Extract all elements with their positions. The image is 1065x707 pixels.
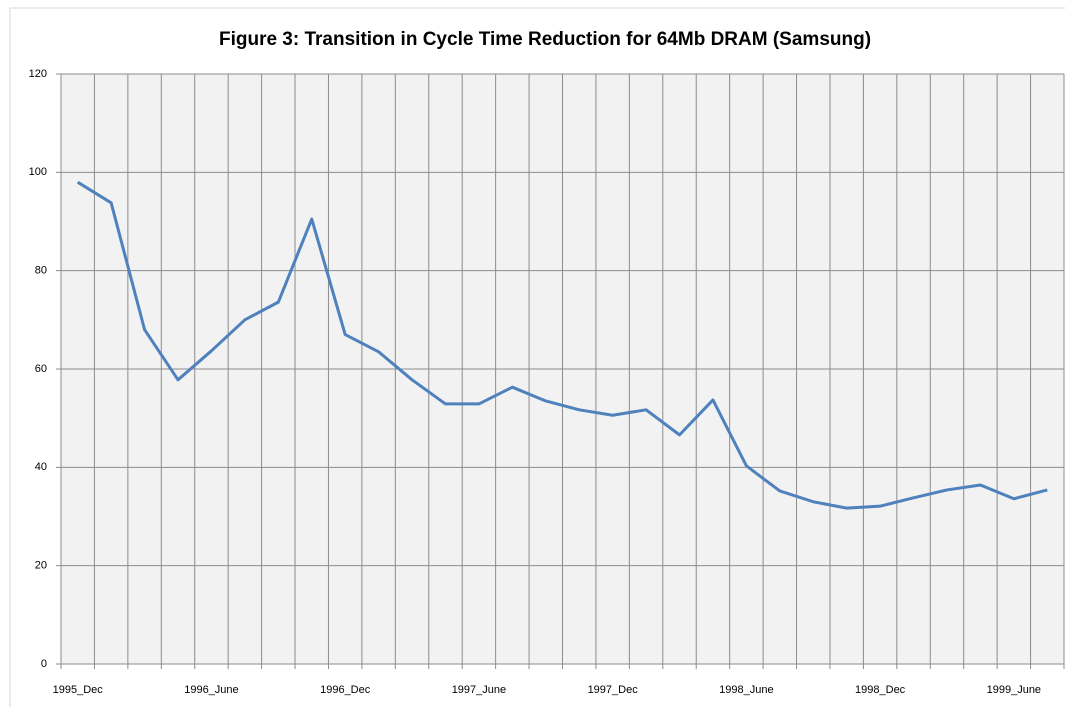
y-tick-label: 40 [35,461,47,473]
y-tick-label: 0 [41,658,47,670]
y-tick-label: 100 [29,166,47,178]
x-tick-label: 1998_Dec [855,684,906,696]
chart-title: Figure 3: Transition in Cycle Time Reduc… [219,29,871,50]
x-tick-label: 1998_June [719,684,773,696]
y-tick-label: 20 [35,560,47,572]
x-tick-label: 1997_June [452,684,506,696]
x-tick-label: 1996_June [184,684,238,696]
y-tick-label: 60 [35,363,47,375]
x-tick-label: 1997_Dec [588,684,639,696]
x-tick-label: 1996_Dec [320,684,371,696]
data-line [76,180,1048,510]
y-tick-label: 120 [29,68,47,80]
x-tick-label: 1995_Dec [53,684,104,696]
x-tick-label: 1999_June [987,684,1041,696]
y-tick-label: 80 [35,265,47,277]
